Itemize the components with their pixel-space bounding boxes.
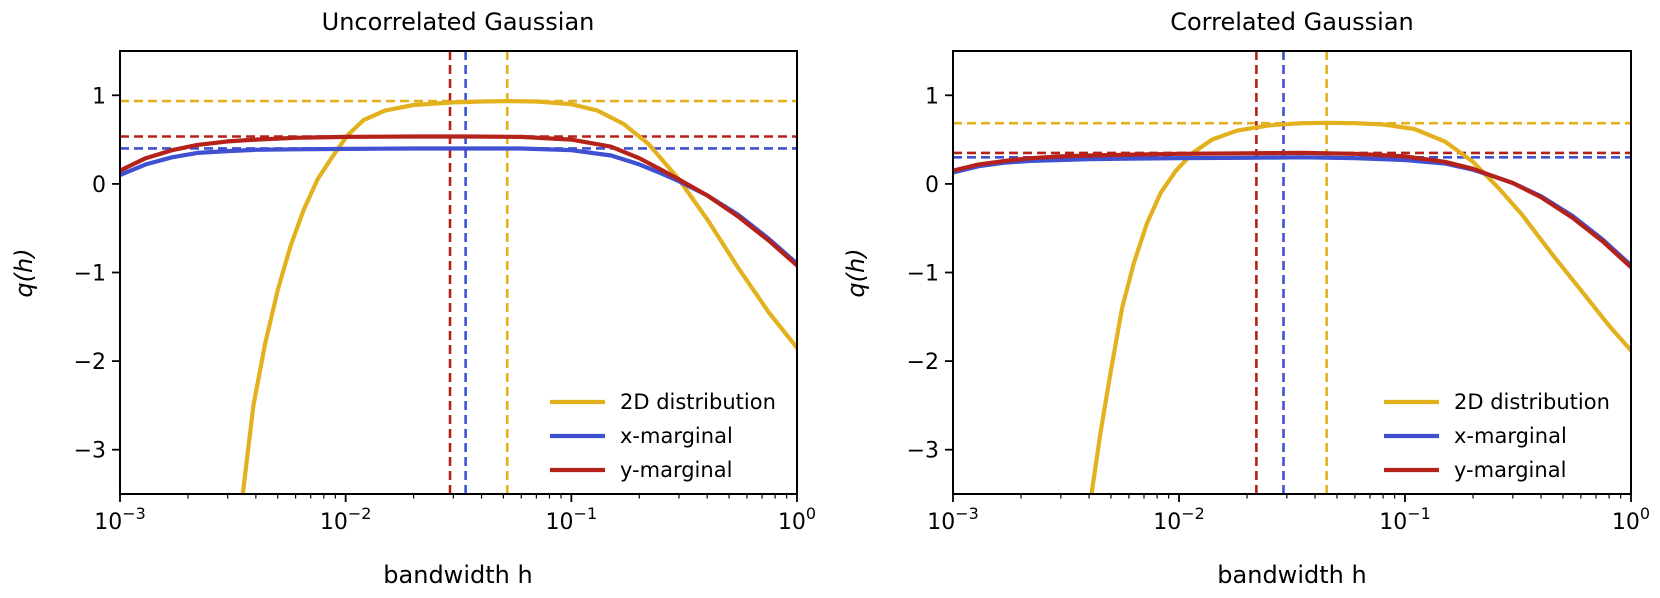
series-line-x-marginal (953, 155, 1631, 268)
legend-label: x-marginal (1454, 424, 1567, 448)
x-tick-label: 10−1 (1379, 504, 1431, 535)
y-axis-label: q(h) (842, 248, 870, 297)
panel-correlated: Correlated Gaussian q(h) bandwidth h 10−… (842, 8, 1650, 589)
y-tick-label: 1 (925, 84, 939, 109)
x-tick-label: 100 (778, 504, 816, 535)
y-axis-label: q(h) (10, 248, 38, 297)
y-tick-label: −3 (74, 439, 106, 464)
series-line-y-marginal (120, 134, 797, 268)
plot-content (953, 51, 1631, 494)
y-tick-label: −1 (74, 262, 106, 287)
x-tick-label: 10−3 (94, 504, 146, 535)
panel-title: Uncorrelated Gaussian (322, 8, 595, 36)
x-tick-label: 10−2 (320, 504, 372, 535)
y-tick-label: −3 (907, 439, 939, 464)
x-tick-label: 10−3 (927, 504, 979, 535)
y-tick-label: −2 (907, 350, 939, 375)
y-tick-label: −2 (74, 350, 106, 375)
x-tick-label: 10−1 (546, 504, 598, 535)
y-tick-label: 0 (92, 173, 106, 198)
series-line-2d-distribution (1089, 120, 1631, 494)
x-tick-label: 10−2 (1153, 504, 1205, 535)
panel-title: Correlated Gaussian (1170, 8, 1414, 36)
x-tick-label: 100 (1612, 504, 1650, 535)
panel-uncorrelated: Uncorrelated Gaussian q(h) bandwidth h 1… (10, 8, 816, 589)
plot-content (120, 51, 797, 494)
legend-label: y-marginal (620, 458, 732, 482)
y-tick-label: −1 (907, 262, 939, 287)
legend-label: 2D distribution (620, 390, 776, 414)
legend-label: 2D distribution (1454, 390, 1610, 414)
y-tick-label: 0 (925, 173, 939, 198)
legend-label: y-marginal (1454, 458, 1566, 482)
x-axis-label: bandwidth h (1217, 561, 1366, 589)
legend-label: x-marginal (620, 424, 733, 448)
x-axis-label: bandwidth h (383, 561, 532, 589)
series-line-y-marginal (953, 150, 1631, 270)
y-tick-label: 1 (92, 84, 106, 109)
